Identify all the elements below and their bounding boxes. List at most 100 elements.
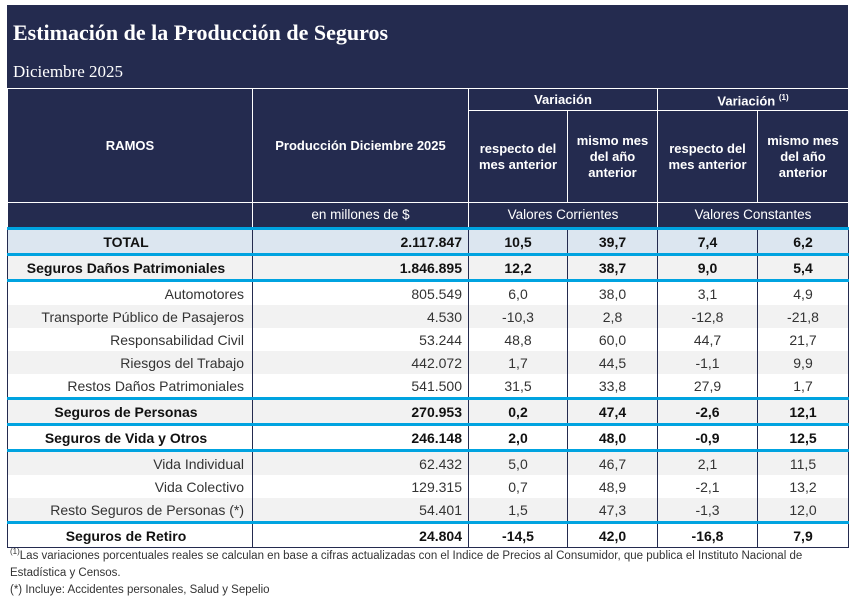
var-current-month: 48,8 <box>468 328 568 351</box>
var-constant-year: 1,7 <box>757 374 849 400</box>
production-value: 1.846.895 <box>252 254 469 282</box>
footnote-mark: (1) <box>10 547 20 556</box>
production-value: 805.549 <box>252 280 469 305</box>
var-current-month: 5,0 <box>468 450 568 475</box>
var-constant-month: 7,4 <box>657 228 758 256</box>
row-label: Seguros de Personas <box>7 398 253 426</box>
var-current-year: 46,7 <box>567 450 658 475</box>
production-value: 541.500 <box>252 374 469 400</box>
var-current-year: 33,8 <box>567 374 658 400</box>
report-header: Estimación de la Producción de Seguros D… <box>7 5 848 88</box>
var-current-month: 2,0 <box>468 424 568 452</box>
table-row: Responsabilidad Civil 53.244 48,8 60,0 44,7 2… <box>7 328 849 351</box>
var-current-year: 60,0 <box>567 328 658 351</box>
var-constant-month: 44,7 <box>657 328 758 351</box>
var-constant-month: 2,1 <box>657 450 758 475</box>
var-current-year: 47,4 <box>567 398 658 426</box>
table-row: Restos Daños Patrimoniales 541.500 31,5 33,… <box>7 374 849 400</box>
table-row: Seguros de Vida y Otros 246.148 2,0 48,0 -0,… <box>7 424 849 452</box>
header-mismo-1: mismo mes del año anterior <box>567 110 658 203</box>
var-constant-year: 7,9 <box>757 522 849 548</box>
production-value: 24.804 <box>252 522 469 548</box>
table-row: Seguros de Personas 270.953 0,2 47,4 -2,6 12,… <box>7 398 849 426</box>
header-respecto-1: respecto del mes anterior <box>468 110 568 203</box>
var-current-month: 1,7 <box>468 351 568 374</box>
var-current-year: 48,0 <box>567 424 658 452</box>
table-row: TOTAL 2.117.847 10,5 39,7 7,4 6,2 <box>7 228 849 256</box>
var-constant-year: 9,9 <box>757 351 849 374</box>
var-constant-year: 12,5 <box>757 424 849 452</box>
footnote-1: (1)Las variaciones porcentuales reales s… <box>10 543 830 582</box>
row-label: Responsabilidad Civil <box>7 328 253 351</box>
row-label: TOTAL <box>7 228 253 256</box>
var-constant-month: 3,1 <box>657 280 758 305</box>
row-label: Seguros de Vida y Otros <box>7 424 253 452</box>
header-constantes: Valores Constantes <box>657 202 849 230</box>
var-constant-year: 13,2 <box>757 475 849 498</box>
var-current-month: 10,5 <box>468 228 568 256</box>
header-empty <box>7 202 253 230</box>
var-constant-month: -0,9 <box>657 424 758 452</box>
header-variacion-constante: Variación (1) <box>657 88 849 111</box>
var-current-month: 1,5 <box>468 498 568 524</box>
production-value: 129.315 <box>252 475 469 498</box>
var-constant-year: 4,9 <box>757 280 849 305</box>
var-current-year: 2,8 <box>567 305 658 328</box>
var-constant-month: -12,8 <box>657 305 758 328</box>
page-subtitle: Diciembre 2025 <box>13 62 123 81</box>
production-value: 62.432 <box>252 450 469 475</box>
row-label: Restos Daños Patrimoniales <box>7 374 253 400</box>
row-label: Vida Individual <box>7 450 253 475</box>
table-row: Vida Colectivo 129.315 0,7 48,9 -2,1 13,2 <box>7 475 849 498</box>
var-constant-year: 12,0 <box>757 498 849 524</box>
production-value: 2.117.847 <box>252 228 469 256</box>
table-row: Riesgos del Trabajo 442.072 1,7 44,5 -1,1 9,9 <box>7 351 849 374</box>
var-constant-year: -21,8 <box>757 305 849 328</box>
var-current-year: 48,9 <box>567 475 658 498</box>
var-constant-year: 11,5 <box>757 450 849 475</box>
production-table: RAMOS Producción Diciembre 2025 Variació… <box>7 88 849 548</box>
var-current-month: 31,5 <box>468 374 568 400</box>
var-constant-year: 5,4 <box>757 254 849 282</box>
var-constant-month: -1,1 <box>657 351 758 374</box>
header-corrientes: Valores Corrientes <box>468 202 658 230</box>
table-row: Resto Seguros de Personas (*) 54.401 1,5 47… <box>7 498 849 524</box>
var-current-year: 38,0 <box>567 280 658 305</box>
row-label: Vida Colectivo <box>7 475 253 498</box>
var-constant-year: 12,1 <box>757 398 849 426</box>
production-value: 246.148 <box>252 424 469 452</box>
var-current-month: 12,2 <box>468 254 568 282</box>
table-row: Vida Individual 62.432 5,0 46,7 2,1 11,5 <box>7 450 849 475</box>
production-value: 270.953 <box>252 398 469 426</box>
production-value: 442.072 <box>252 351 469 374</box>
header-produccion: Producción Diciembre 2025 <box>252 88 469 203</box>
page-title: Estimación de la Producción de Seguros <box>13 20 389 45</box>
var-constant-year: 21,7 <box>757 328 849 351</box>
production-value: 53.244 <box>252 328 469 351</box>
var-current-month: -14,5 <box>468 522 568 548</box>
production-value: 54.401 <box>252 498 469 524</box>
var-current-month: 0,2 <box>468 398 568 426</box>
header-ramos: RAMOS <box>7 88 253 203</box>
header-unidad: en millones de $ <box>252 202 469 230</box>
var-current-year: 44,5 <box>567 351 658 374</box>
var-constant-month: 27,9 <box>657 374 758 400</box>
row-label: Seguros de Retiro <box>7 522 253 548</box>
row-label: Transporte Público de Pasajeros <box>7 305 253 328</box>
var-constant-month: 9,0 <box>657 254 758 282</box>
header-variacion-label: Variación <box>717 93 776 109</box>
header-variacion-corriente: Variación <box>468 88 658 111</box>
row-label: Riesgos del Trabajo <box>7 351 253 374</box>
var-current-year: 42,0 <box>567 522 658 548</box>
var-constant-month: -2,6 <box>657 398 758 426</box>
table-row: Automotores 805.549 6,0 38,0 3,1 4,9 <box>7 280 849 305</box>
var-current-year: 38,7 <box>567 254 658 282</box>
var-current-year: 47,3 <box>567 498 658 524</box>
footnote-2: (*) Incluye: Accidentes personales, Salu… <box>10 584 270 596</box>
var-current-month: -10,3 <box>468 305 568 328</box>
header-respecto-2: respecto del mes anterior <box>657 110 758 203</box>
header-mismo-2: mismo mes del año anterior <box>757 110 849 203</box>
row-label: Automotores <box>7 280 253 305</box>
row-label: Seguros Daños Patrimoniales <box>7 254 253 282</box>
var-constant-year: 6,2 <box>757 228 849 256</box>
